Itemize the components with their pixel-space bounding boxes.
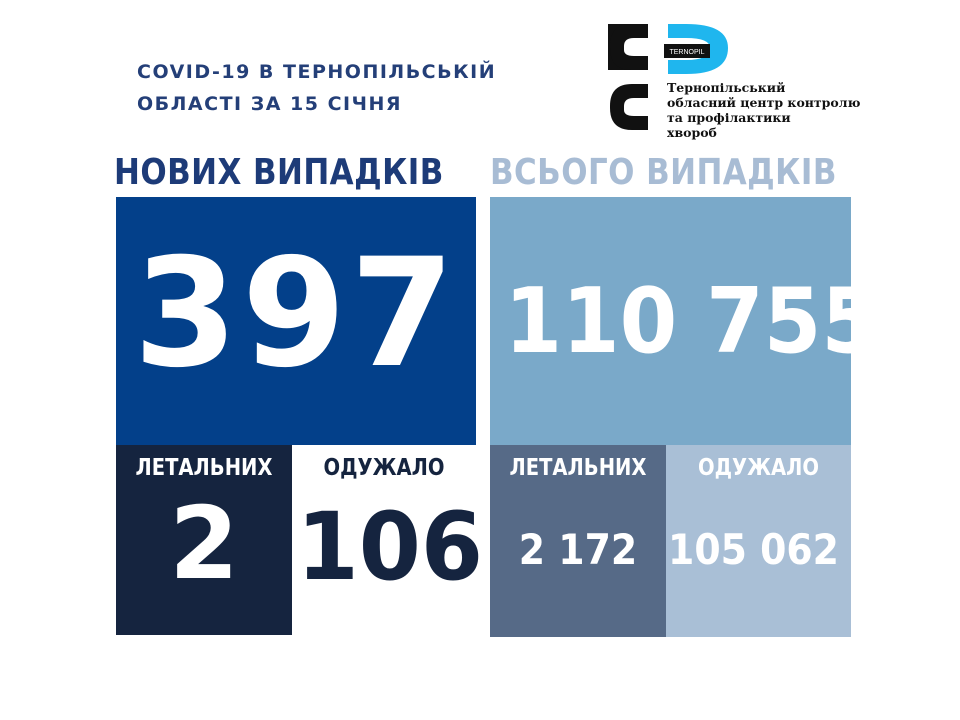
new-deaths-label: ЛЕТАЛЬНИХ [135, 455, 273, 481]
title-line-1: COVID-19 В ТЕРНОПІЛЬСЬКІЙ [137, 61, 497, 83]
logo-line: Тернопільський [667, 80, 786, 95]
logo-line: та профілактики [667, 110, 791, 125]
cdc-logo: TERNOPIL [606, 20, 736, 140]
logo-line: хвороб [667, 125, 717, 140]
total-cases-heading: ВСЬОГО ВИПАДКІВ [490, 152, 837, 193]
total-recovered-value: 105 062 [668, 525, 839, 574]
total-deaths-label: ЛЕТАЛЬНИХ [509, 455, 647, 481]
logo-badge: TERNOPIL [669, 49, 704, 56]
total-recovered-label: ОДУЖАЛО [697, 455, 820, 481]
page-title: COVID-19 В ТЕРНОПІЛЬСЬКІЙ ОБЛАСТІ ЗА 15 … [137, 56, 496, 120]
new-deaths-value: 2 [169, 485, 239, 602]
logo-org-name: Тернопільський обласний центр контролю т… [667, 80, 860, 140]
new-recovered-value: 106 [296, 493, 484, 602]
logo-line: обласний центр контролю [667, 95, 861, 110]
new-recovered-label: ОДУЖАЛО [323, 455, 445, 481]
title-line-2: ОБЛАСТІ ЗА 15 СІЧНЯ [137, 93, 402, 115]
total-cases-tile: 110 755 [490, 197, 879, 445]
new-deaths-tile: ЛЕТАЛЬНИХ 2 [116, 445, 292, 635]
total-deaths-tile: ЛЕТАЛЬНИХ 2 172 [490, 445, 666, 637]
new-recovered-tile: ОДУЖАЛО 106 [292, 445, 484, 635]
total-cases-value: 110 755 [504, 269, 879, 374]
new-cases-tile: 397 [116, 197, 476, 445]
logo-mark-icon: TERNOPIL [608, 24, 728, 130]
total-deaths-value: 2 172 [518, 525, 638, 574]
new-cases-value: 397 [133, 227, 459, 401]
total-recovered-tile: ОДУЖАЛО 105 062 [666, 445, 851, 637]
new-cases-heading: НОВИХ ВИПАДКІВ [114, 152, 444, 193]
